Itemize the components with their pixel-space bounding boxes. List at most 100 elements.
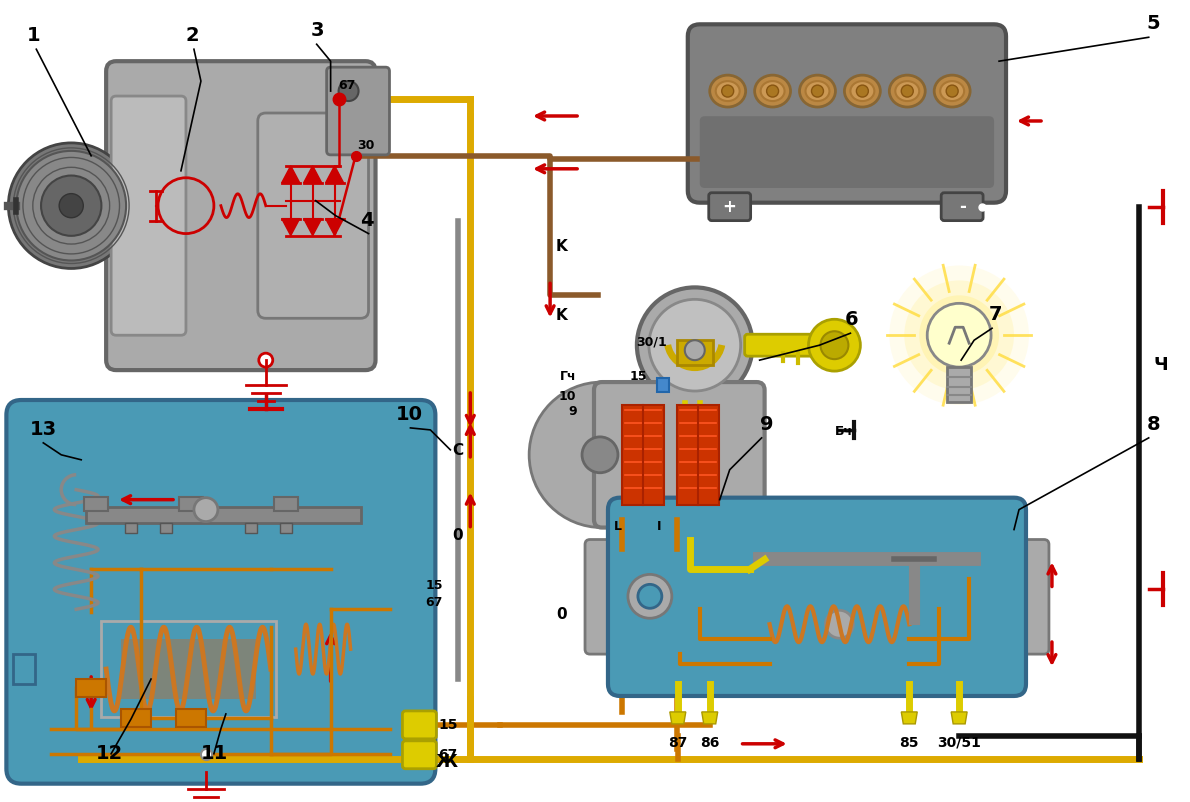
Polygon shape [282,219,300,236]
Text: -: - [959,197,965,216]
Circle shape [927,303,991,367]
Text: 2: 2 [186,26,200,45]
Ellipse shape [851,81,875,101]
Bar [125,523,137,533]
Text: 30/51: 30/51 [938,736,981,750]
Text: 10: 10 [558,390,576,403]
Bar [677,340,713,365]
Text: K: K [556,308,568,323]
FancyBboxPatch shape [258,113,369,318]
Text: 3: 3 [311,22,324,40]
FancyBboxPatch shape [326,67,389,155]
FancyBboxPatch shape [402,711,437,739]
Polygon shape [670,712,685,724]
FancyBboxPatch shape [745,334,815,356]
Circle shape [194,498,218,521]
FancyBboxPatch shape [700,116,994,188]
Circle shape [530,382,675,528]
Text: 30: 30 [357,139,375,152]
Ellipse shape [709,75,746,107]
Bar [657,378,669,392]
Bar [13,654,36,684]
Bar [274,496,298,511]
FancyBboxPatch shape [608,498,1026,696]
Polygon shape [702,712,718,724]
Ellipse shape [715,81,740,101]
Ellipse shape [895,81,919,101]
Text: 0: 0 [556,607,566,622]
FancyBboxPatch shape [6,400,436,784]
Text: +: + [722,197,737,216]
Circle shape [766,85,778,97]
Circle shape [40,176,101,236]
FancyBboxPatch shape [941,192,983,221]
Circle shape [808,319,860,371]
Circle shape [826,610,853,638]
Circle shape [637,287,752,403]
Text: 67: 67 [438,747,458,762]
Circle shape [889,265,1029,405]
Text: 1: 1 [26,26,40,45]
Circle shape [17,151,126,261]
Polygon shape [326,219,344,236]
Text: 13: 13 [30,420,56,439]
Bar [280,523,292,533]
Bar [622,405,664,504]
FancyBboxPatch shape [106,61,376,370]
Bar [178,496,203,511]
Text: 8: 8 [1147,415,1160,434]
Bar [176,709,206,727]
FancyBboxPatch shape [111,96,186,335]
Bar [101,622,276,717]
Circle shape [649,299,740,391]
Polygon shape [901,712,917,724]
Ellipse shape [806,81,829,101]
FancyBboxPatch shape [1009,540,1048,654]
Polygon shape [326,166,344,183]
Circle shape [684,340,704,360]
Circle shape [919,295,1000,375]
Text: 15: 15 [630,370,647,383]
Bar [84,496,108,511]
Polygon shape [282,166,300,183]
FancyBboxPatch shape [688,24,1006,203]
Text: 30/1: 30/1 [635,335,666,348]
Bar [121,709,151,727]
Text: 85: 85 [900,736,919,750]
Circle shape [857,85,869,97]
Circle shape [258,353,273,367]
Text: 15: 15 [438,718,458,732]
Ellipse shape [889,75,926,107]
FancyBboxPatch shape [402,741,437,769]
Circle shape [904,281,1014,390]
Text: 4: 4 [361,211,374,229]
Text: 86: 86 [700,736,720,750]
Polygon shape [951,712,967,724]
Text: 11: 11 [201,743,228,763]
Text: 67: 67 [425,596,443,610]
Text: 0: 0 [452,528,463,542]
Circle shape [820,331,848,359]
Text: 6: 6 [845,310,858,330]
Text: 15: 15 [425,579,443,593]
Ellipse shape [940,81,964,101]
Bar [677,405,719,504]
Text: 87: 87 [668,736,688,750]
Text: 7: 7 [989,306,1003,324]
Ellipse shape [800,75,835,107]
Bar [245,523,257,533]
Bar [76,679,106,697]
Text: 9: 9 [568,405,577,418]
Circle shape [582,437,618,472]
Bar [86,507,361,523]
FancyBboxPatch shape [709,192,751,221]
Circle shape [8,143,134,269]
Text: 5: 5 [1147,14,1160,34]
Text: Бч: Бч [834,425,852,438]
Ellipse shape [845,75,881,107]
Text: 67: 67 [339,79,356,92]
Bar [159,523,173,533]
Circle shape [339,81,358,101]
Text: Ж: Ж [436,753,457,771]
Circle shape [628,574,672,618]
